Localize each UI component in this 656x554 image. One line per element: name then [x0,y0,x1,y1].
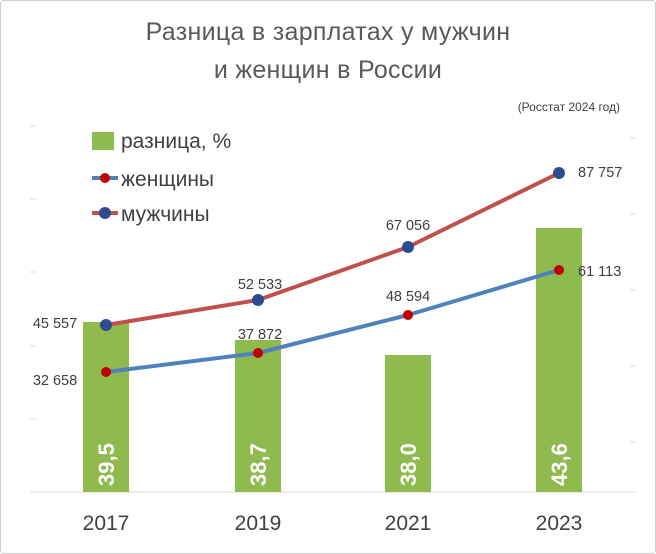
point-women-2021 [403,310,413,320]
x-tick-labels: 2017 2019 2021 2023 [83,512,583,535]
bar-2021 [385,355,431,492]
x-tick-2017: 2017 [83,512,130,535]
point-women-2017 [101,367,111,377]
line-women [104,268,561,374]
bar-label-2021: 38,0 [396,443,421,486]
bars-group [83,228,582,492]
legend-label-men: мужчины [121,203,210,226]
data-label-women-2019: 37 872 [238,327,282,343]
data-label-men-2023: 87 757 [578,165,622,181]
point-men-2019 [252,294,264,306]
point-men-2023 [553,167,565,179]
bar-2017 [83,322,129,492]
legend-swatch-bars [92,132,114,150]
data-label-women-2017: 32 658 [33,373,77,389]
line-men [104,171,561,327]
chart-source: (Росстат 2024 год) [518,100,620,114]
chart-title-line1: Разница в зарплатах у мужчин [146,18,511,46]
bar-2019 [235,340,281,492]
point-women-2019 [253,348,263,358]
bar-label-2023: 43,6 [547,443,572,486]
data-label-men-2017: 45 557 [33,316,77,332]
legend-label-bars: разница, % [121,130,231,153]
data-label-women-2023: 61 113 [578,264,621,280]
lines-group [100,167,565,377]
legend-marker-men [99,207,111,219]
bar-label-2017: 39,5 [94,443,119,486]
bar-label-2019: 38,7 [246,443,271,486]
data-label-men-2019: 52 533 [238,277,282,293]
legend-marker-women [100,173,110,183]
data-label-men-2021: 67 056 [386,218,430,234]
x-tick-2021: 2021 [385,512,432,535]
point-men-2017 [100,319,112,331]
x-tick-2019: 2019 [235,512,282,535]
axis-ticks [30,125,636,493]
chart-title-line2: и женщин в России [214,56,442,84]
legend-label-women: женщины [121,168,214,191]
data-label-women-2021: 48 594 [386,289,430,305]
data-labels-group: 39,5 38,7 38,0 43,6 32 658 37 872 48 594 61 113… [33,165,623,486]
x-tick-2023: 2023 [536,512,583,535]
legend: разница, % женщины мужчины [92,130,231,226]
point-men-2021 [402,241,414,253]
point-women-2023 [554,265,564,275]
